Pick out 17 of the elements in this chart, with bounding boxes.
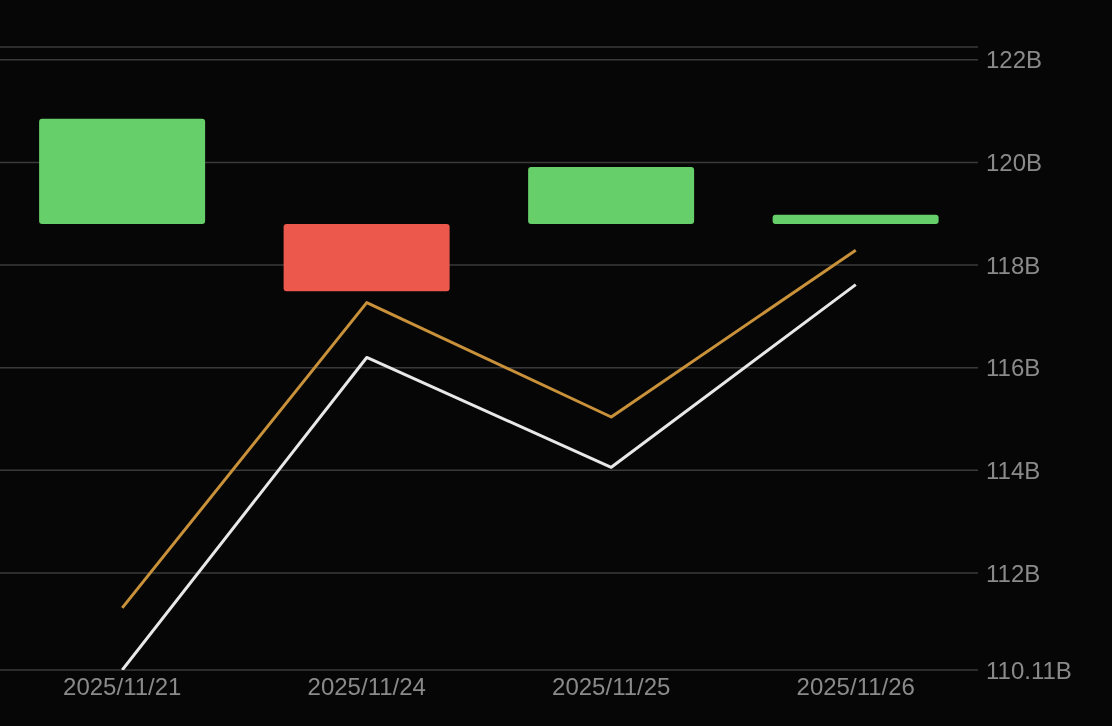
line-series xyxy=(120,283,858,670)
y-tick-label: 114B xyxy=(986,456,1041,484)
y-tick-label: 116B xyxy=(986,354,1041,382)
y-tick-label: 112B xyxy=(986,559,1041,587)
x-tick-label: 2025/11/26 xyxy=(796,673,915,701)
bar xyxy=(283,224,450,292)
bar xyxy=(772,214,939,225)
bar xyxy=(39,118,206,225)
y-tick-label: 118B xyxy=(986,251,1041,279)
y-tick-label: 120B xyxy=(986,148,1043,176)
line-series xyxy=(120,248,858,610)
y-tick-label: 110.11B xyxy=(986,656,1072,684)
bar xyxy=(528,167,695,225)
x-tick-label: 2025/11/21 xyxy=(63,673,182,701)
x-tick-label: 2025/11/25 xyxy=(552,673,671,701)
x-tick-label: 2025/11/24 xyxy=(307,673,426,701)
y-tick-label: 122B xyxy=(986,46,1043,74)
